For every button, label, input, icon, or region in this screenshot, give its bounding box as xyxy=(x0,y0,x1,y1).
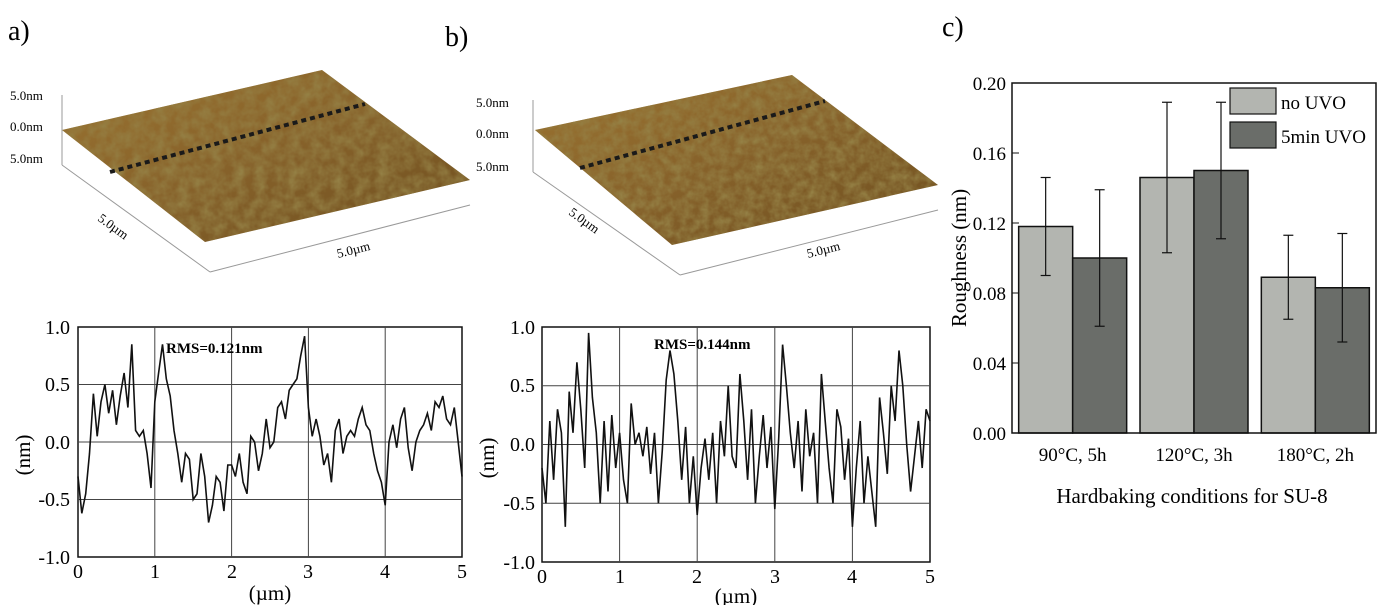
profile-b-xlabel: (µm) xyxy=(715,584,757,605)
profile-b-ytick-2: 0.5 xyxy=(510,375,535,397)
bar-c-bars xyxy=(1017,101,1371,434)
profile-a-ytick-2: 0.5 xyxy=(45,374,70,396)
bar-chart-c: 90°C, 5h 120°C, 3h 180°C, 2h 0.00 0.04 0.08 0.… xyxy=(947,74,1377,508)
profile-a-series-line xyxy=(77,336,463,523)
profile-a-xtick-2: 2 xyxy=(227,561,237,583)
profile-b-grid xyxy=(542,327,930,562)
profile-a-xtick-3: 3 xyxy=(303,561,313,583)
profile-a-ytick-4: -0.5 xyxy=(38,489,70,511)
afm-a-y-axis xyxy=(61,164,211,273)
bar-c-ytick-4: 0.16 xyxy=(973,144,1006,165)
profile-b-xtick-4: 4 xyxy=(847,566,857,588)
profile-b-ylabel: (nm) xyxy=(475,438,499,479)
bar-c-ytick-0: 0.00 xyxy=(973,424,1006,445)
profile-b-xtick-5: 5 xyxy=(925,566,935,588)
legend-swatch-no-uvo xyxy=(1229,87,1277,115)
bar-c-ytick-2: 0.08 xyxy=(973,284,1006,305)
profile-a-ytick-3: 0.0 xyxy=(45,432,70,454)
bar-c-ytick-3: 0.12 xyxy=(973,214,1006,235)
afm-surface-b-texture xyxy=(535,75,938,245)
afm-b-y-size: 5.0µm xyxy=(566,204,602,236)
profile-chart-a: RMS=0.121nm 1.0 0.5 0.0 -0.5 -1.0 0 1 2 … xyxy=(11,317,467,605)
bar-c-ytick-1: 0.04 xyxy=(973,354,1007,375)
legend-swatch-5min-uvo xyxy=(1229,121,1277,149)
profile-b-rms-label: RMS=0.144nm xyxy=(654,337,751,353)
profile-b-ytick-4: -0.5 xyxy=(503,493,535,515)
afm-surface-b: 5.0nm 0.0nm 5.0nm 5.0µm 5.0µm xyxy=(476,75,939,276)
afm-b-z-top: 5.0nm xyxy=(476,95,509,110)
afm-surface-a-texture xyxy=(62,70,470,242)
bar-c-xtick-0: 90°C, 5h xyxy=(1039,445,1107,466)
panel-label-c: c) xyxy=(942,12,964,43)
profile-a-ylabel: (nm) xyxy=(11,435,35,476)
profile-b-series-line xyxy=(541,332,931,527)
profile-b-xtick-0: 0 xyxy=(537,566,547,588)
profile-b-ytick-5: -1.0 xyxy=(503,552,535,574)
profile-b-xtick-1: 1 xyxy=(615,566,625,588)
afm-b-x-size: 5.0µm xyxy=(805,238,841,261)
profile-a-rms-label: RMS=0.121nm xyxy=(166,341,263,357)
afm-b-z-mid: 0.0nm xyxy=(476,126,509,141)
legend-label-no-uvo: no UVO xyxy=(1281,93,1346,114)
bar-c-ylabel: Roughness (nm) xyxy=(947,189,971,327)
afm-b-x-axis xyxy=(679,209,939,276)
panel-label-a: a) xyxy=(8,16,30,47)
profile-a-xtick-0: 0 xyxy=(73,561,83,583)
profile-b-xtick-3: 3 xyxy=(770,566,780,588)
afm-a-z-mid: 0.0nm xyxy=(10,119,43,134)
profile-chart-b: RMS=0.144nm 1.0 0.5 0.0 -0.5 -1.0 0 1 2 … xyxy=(475,317,935,605)
profile-a-ytick-1: 1.0 xyxy=(45,317,70,339)
afm-a-x-size: 5.0µm xyxy=(335,238,371,261)
afm-a-profile-line xyxy=(109,102,366,174)
profile-a-xtick-4: 4 xyxy=(380,561,390,583)
bar-c-ticks: 90°C, 5h 120°C, 3h 180°C, 2h 0.00 0.04 0.08 0.… xyxy=(973,74,1355,466)
afm-b-y-axis xyxy=(532,171,681,276)
afm-a-x-axis xyxy=(209,204,471,273)
bar-c-ytick-5: 0.20 xyxy=(973,74,1006,95)
afm-b-z-bot: 5.0nm xyxy=(476,159,509,174)
afm-a-z-top: 5.0nm xyxy=(10,88,43,103)
profile-a-xlabel: (µm) xyxy=(249,581,291,605)
profile-a-ytick-5: -1.0 xyxy=(38,547,70,569)
profile-b-ytick-1: 1.0 xyxy=(510,317,535,339)
legend-label-5min-uvo: 5min UVO xyxy=(1281,127,1366,148)
bar-c-xtick-2: 180°C, 2h xyxy=(1277,445,1355,466)
afm-a-y-size: 5.0µm xyxy=(95,210,131,242)
panel-label-b: b) xyxy=(445,22,468,53)
bar-c-legend: no UVO 5min UVO xyxy=(1229,87,1366,149)
profile-b-xtick-2: 2 xyxy=(692,566,702,588)
afm-b-profile-line xyxy=(579,99,826,170)
profile-a-xtick-5: 5 xyxy=(457,561,467,583)
profile-a-xtick-1: 1 xyxy=(150,561,160,583)
bar-c-xlabel: Hardbaking conditions for SU-8 xyxy=(1056,484,1327,508)
afm-a-z-bot: 5.0nm xyxy=(10,151,43,166)
profile-b-ytick-3: 0.0 xyxy=(510,434,535,456)
afm-surface-a: 5.0nm 0.0nm 5.0nm 5.0µm 5.0µm xyxy=(10,70,471,273)
bar-c-xtick-1: 120°C, 3h xyxy=(1155,445,1233,466)
